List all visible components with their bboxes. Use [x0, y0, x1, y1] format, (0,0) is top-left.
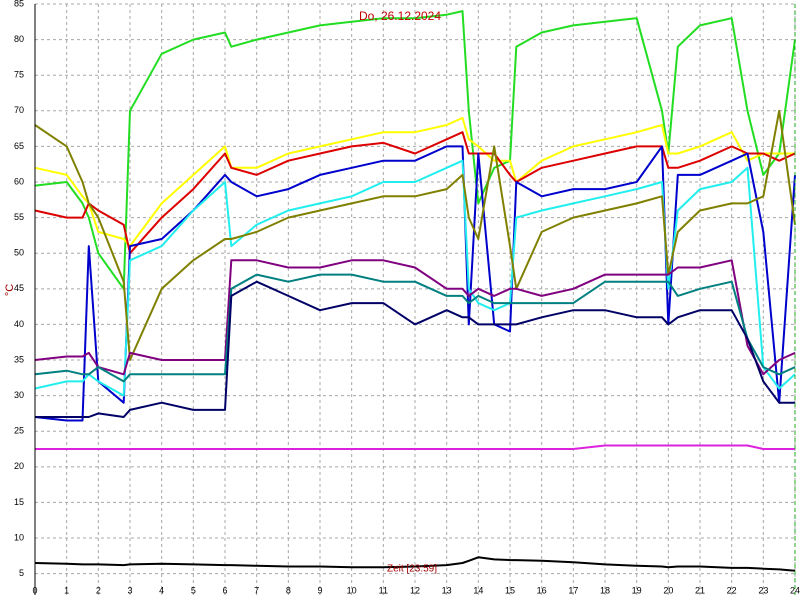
x-tick-label: 20: [663, 585, 673, 595]
y-tick-label: 70: [14, 105, 24, 115]
x-tick-label: 1: [64, 585, 69, 595]
series-line: [35, 444, 795, 450]
y-tick-label: 30: [14, 390, 24, 400]
y-tick-label: 45: [14, 283, 24, 293]
y-tick-label: 85: [14, 0, 24, 8]
y-axis-title: °C: [4, 284, 16, 296]
y-tick-label: 10: [14, 532, 24, 542]
lines: [34, 10, 796, 572]
x-tick-label: 6: [222, 585, 227, 595]
x-tick-label: 0: [32, 585, 37, 595]
x-tick-label: 3: [127, 585, 132, 595]
x-tick-label: 23: [758, 585, 768, 595]
x-tick-label: 7: [254, 585, 259, 595]
x-tick-label: 4: [159, 585, 164, 595]
x-tick-label: 9: [317, 585, 322, 595]
x-tick-label: 12: [410, 585, 420, 595]
x-tick-label: 16: [537, 585, 547, 595]
x-tick-label: 19: [632, 585, 642, 595]
x-tick-label: 8: [286, 585, 291, 595]
y-tick-label: 50: [14, 248, 24, 258]
chart-title: Do, 26.12.2024: [359, 9, 441, 23]
y-tick-label: 40: [14, 319, 24, 329]
series-line: [34, 259, 796, 376]
y-tick-label: 60: [14, 176, 24, 186]
y-tick-label: 55: [14, 212, 24, 222]
y-tick-label: 5: [19, 568, 24, 578]
x-tick-label: 13: [442, 585, 452, 595]
series-line: [34, 10, 796, 290]
series-line: [34, 273, 796, 383]
series-line: [34, 145, 796, 422]
x-tick-label: 22: [727, 585, 737, 595]
y-tick-label: 65: [14, 141, 24, 151]
x-tick-label: 18: [600, 585, 610, 595]
y-tick-label: 25: [14, 426, 24, 436]
series-line: [34, 109, 796, 361]
x-tick-label: 2: [96, 585, 101, 595]
x-tick-label: 15: [505, 585, 515, 595]
x-tick-label: 21: [695, 585, 705, 595]
series-line: [35, 280, 795, 418]
y-tick-label: 80: [14, 34, 24, 44]
series-line: [34, 159, 796, 397]
x-tick-label: 17: [568, 585, 578, 595]
y-tick-label: 20: [14, 461, 24, 471]
y-tick-label: 75: [14, 70, 24, 80]
y-tick-label: 15: [14, 497, 24, 507]
y-tick-label: 35: [14, 354, 24, 364]
x-tick-label: 14: [473, 585, 483, 595]
x-tick-label: 24: [790, 585, 800, 595]
x-tick-label: 11: [379, 585, 388, 595]
x-axis-title: Zeit [23:59]: [387, 564, 437, 575]
x-tick-label: 5: [191, 585, 196, 595]
x-tick-label: 10: [347, 585, 357, 595]
series-line: [34, 556, 796, 572]
